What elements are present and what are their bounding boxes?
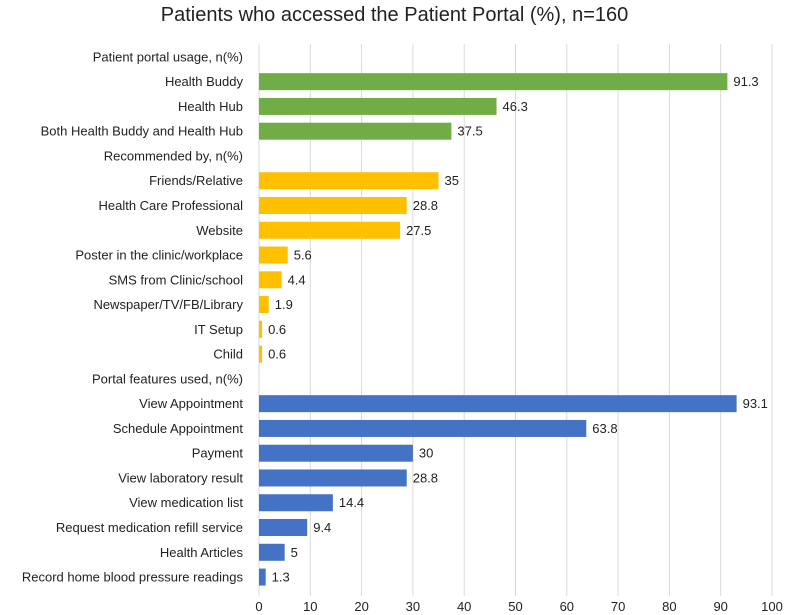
data-label: 63.8 [592,421,617,436]
x-tick-label: 70 [611,599,625,614]
category-label: Newspaper/TV/FB/Library [93,297,243,312]
category-label: Recommended by, n(%) [104,148,243,163]
x-tick-label: 40 [457,599,471,614]
chart-title: Patients who accessed the Patient Portal… [160,4,629,26]
category-label: Both Health Buddy and Health Hub [41,124,243,139]
data-label: 4.4 [288,272,306,287]
category-label: SMS from Clinic/school [109,272,243,287]
x-tick-label: 30 [406,599,420,614]
category-label: Patient portal usage, n(%) [93,49,243,64]
data-label: 35 [445,173,459,188]
x-tick-label: 50 [508,599,522,614]
bar [259,419,587,437]
bar [259,345,263,363]
bar [259,320,263,338]
category-label: View medication list [129,495,243,510]
x-tick-label: 80 [662,599,676,614]
bar [259,395,737,413]
category-label: Health Articles [160,545,244,560]
bar [259,444,413,462]
category-label: Friends/Relative [149,173,243,188]
x-tick-label: 100 [761,599,783,614]
data-label: 1.9 [275,297,293,312]
data-label: 37.5 [457,124,482,139]
category-label: Schedule Appointment [113,421,243,436]
data-label: 9.4 [313,520,331,535]
data-label: 46.3 [503,99,528,114]
bar [259,519,308,537]
category-label: View laboratory result [118,470,243,485]
bar [259,197,407,215]
bar [259,246,288,264]
data-label: 0.6 [268,347,286,362]
data-label: 91.3 [733,74,758,89]
data-label: 5 [291,545,298,560]
data-label: 28.8 [413,470,438,485]
bar [259,221,401,239]
data-label: 27.5 [406,223,431,238]
x-tick-label: 0 [255,599,262,614]
category-label: Website [196,223,243,238]
data-label: 5.6 [294,248,312,263]
bar [259,568,266,586]
category-label: Poster in the clinic/workplace [75,248,243,263]
bar [259,296,269,314]
bar [259,543,285,561]
x-tick-label: 20 [354,599,368,614]
category-label: View Appointment [139,396,243,411]
category-label: Health Buddy [165,74,244,89]
bar [259,97,497,115]
bar [259,271,282,289]
x-tick-label: 90 [713,599,727,614]
data-label: 0.6 [268,322,286,337]
bar [259,122,452,140]
data-label: 30 [419,446,433,461]
category-label: IT Setup [194,322,243,337]
bar [259,172,439,190]
category-label: Portal features used, n(%) [92,371,243,386]
category-label: Record home blood pressure readings [22,570,244,585]
bar [259,494,333,512]
bar [259,469,407,487]
category-label: Health Care Professional [98,198,243,213]
x-tick-label: 60 [560,599,574,614]
data-label: 1.3 [272,570,290,585]
category-label: Request medication refill service [56,520,243,535]
category-label: Health Hub [178,99,243,114]
data-label: 28.8 [413,198,438,213]
bar [259,73,728,91]
data-label: 14.4 [339,495,364,510]
x-tick-label: 10 [303,599,317,614]
category-label: Child [213,347,243,362]
category-label: Payment [192,446,244,461]
data-label: 93.1 [743,396,768,411]
